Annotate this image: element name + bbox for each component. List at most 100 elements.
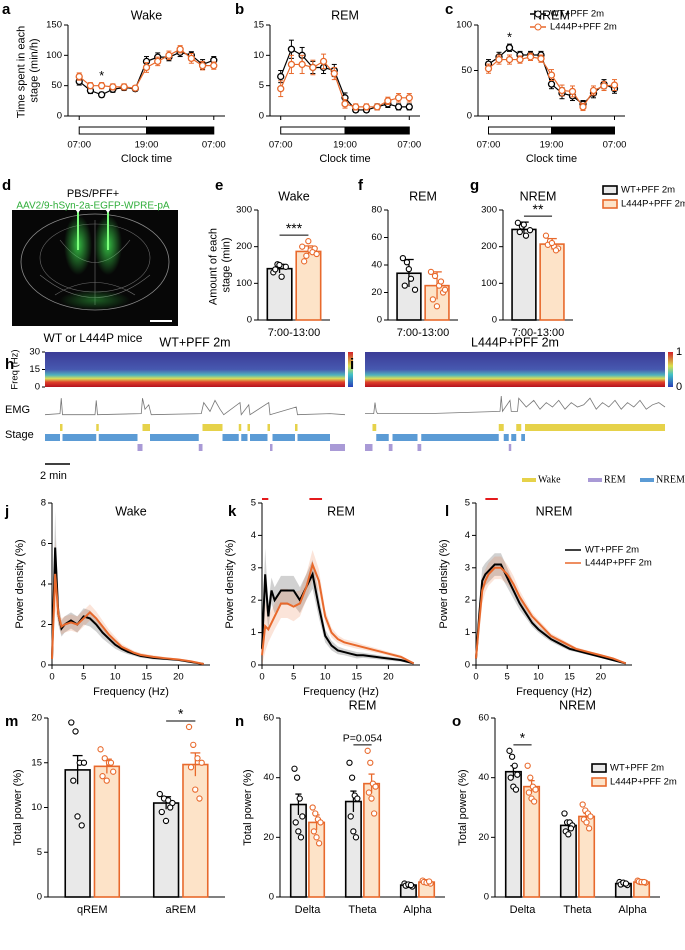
data-point <box>305 238 312 245</box>
data-point <box>295 828 302 835</box>
data-point <box>198 61 207 70</box>
y-tick-label: 0 <box>37 892 42 903</box>
y-tick-label: 10 <box>31 802 42 813</box>
data-point <box>585 825 593 832</box>
data-point <box>411 286 419 293</box>
data-point <box>567 825 575 832</box>
data-point <box>441 286 449 293</box>
x-tick-label: 5 <box>291 672 296 683</box>
data-point <box>75 72 83 81</box>
x-axis-label: Clock time <box>526 153 577 165</box>
data-point <box>185 723 193 731</box>
y-tick-label: 15 <box>29 364 40 375</box>
y-tick-label: 3 <box>251 562 256 573</box>
panel-label: e <box>215 177 223 194</box>
legend-swatch <box>591 777 607 787</box>
data-point <box>516 55 524 64</box>
error-band <box>52 511 204 665</box>
x-tick-label: Alpha <box>618 904 647 916</box>
stage-segment <box>98 434 138 441</box>
spectrogram <box>45 352 345 387</box>
chart-title: Wake <box>115 504 147 518</box>
data-point <box>429 296 437 303</box>
stage-segment <box>503 434 509 441</box>
legend-swatch <box>602 199 618 209</box>
x-tick-label: 0 <box>473 672 478 683</box>
x-tick-label: 07:00 <box>202 140 226 151</box>
y-tick-label: 6 <box>41 538 46 549</box>
data-point <box>277 72 285 81</box>
stage-segment <box>62 434 97 441</box>
x-tick-label: aREM <box>165 904 196 916</box>
stage-segment <box>372 424 377 431</box>
x-tick-label: qREM <box>77 904 108 916</box>
scale-bar-label: 2 min <box>40 470 67 482</box>
y-tick-label: 8 <box>41 498 46 509</box>
y-tick-label: 5 <box>465 498 470 509</box>
bar <box>308 821 326 898</box>
data-point <box>278 273 285 280</box>
bar <box>93 765 121 898</box>
series-line <box>475 566 627 665</box>
mouse-caption: WT or L444P mice <box>44 331 143 345</box>
y-axis-label: Total power (%) <box>457 769 469 845</box>
chart-title: REM <box>331 8 359 22</box>
y-tick-label: 60 <box>263 713 274 724</box>
data-point <box>120 83 128 91</box>
data-point <box>348 774 356 781</box>
y-tick-label: 0 <box>251 660 256 671</box>
data-point <box>276 261 283 269</box>
data-point <box>579 801 586 808</box>
y-tick-label: 200 <box>481 241 497 252</box>
data-point <box>522 232 530 239</box>
y-tick-label: 5 <box>37 847 42 858</box>
data-point <box>526 53 535 61</box>
data-point <box>291 765 298 772</box>
x-tick-label: 0 <box>259 672 264 683</box>
stage-segment <box>250 434 268 441</box>
light-phase <box>78 126 147 135</box>
x-tick-label: 07:00 <box>477 140 501 151</box>
stage-segment <box>516 424 522 431</box>
y-tick-label: 0 <box>465 660 470 671</box>
x-tick-label: 5 <box>505 672 510 683</box>
error-band <box>476 553 626 665</box>
chart-title: NREM <box>520 189 557 203</box>
chart-title: Wake <box>278 189 310 203</box>
data-point <box>403 259 411 266</box>
x-tick-label: 19:00 <box>333 140 357 151</box>
x-tick-label: Delta <box>295 904 322 916</box>
stage-segment <box>241 434 248 441</box>
data-point <box>547 71 556 79</box>
panel-label: l <box>445 503 449 520</box>
legend-swatch <box>602 185 618 195</box>
colorbar-tick-label: 0 <box>676 381 682 393</box>
y-axis-label: Total power (%) <box>12 769 24 845</box>
data-point <box>495 55 503 64</box>
data-point <box>568 87 577 96</box>
panel-label: m <box>5 713 18 730</box>
data-point <box>68 719 75 726</box>
data-point <box>330 69 338 78</box>
stage-label: Stage <box>5 429 34 441</box>
chart-title: REM <box>327 504 355 518</box>
stage-segment <box>295 424 298 431</box>
data-point <box>506 747 513 754</box>
y-tick-label: 150 <box>46 20 62 31</box>
bar <box>511 228 537 321</box>
stage-segment <box>247 424 250 431</box>
y-tick-label: 2 <box>251 595 256 606</box>
y-tick-label: 100 <box>456 20 472 31</box>
series-line <box>261 561 415 665</box>
series-line <box>51 573 204 665</box>
x-tick-label: 20 <box>596 672 607 683</box>
data-point <box>558 86 566 95</box>
stage-segment <box>222 434 239 441</box>
data-point <box>372 783 379 790</box>
series-line <box>475 563 627 665</box>
data-point <box>103 777 110 784</box>
x-tick-label: 7:00-13:00 <box>512 327 565 339</box>
stage-segment <box>297 434 330 441</box>
data-point <box>97 91 106 99</box>
y-tick-label: 4 <box>41 579 46 590</box>
